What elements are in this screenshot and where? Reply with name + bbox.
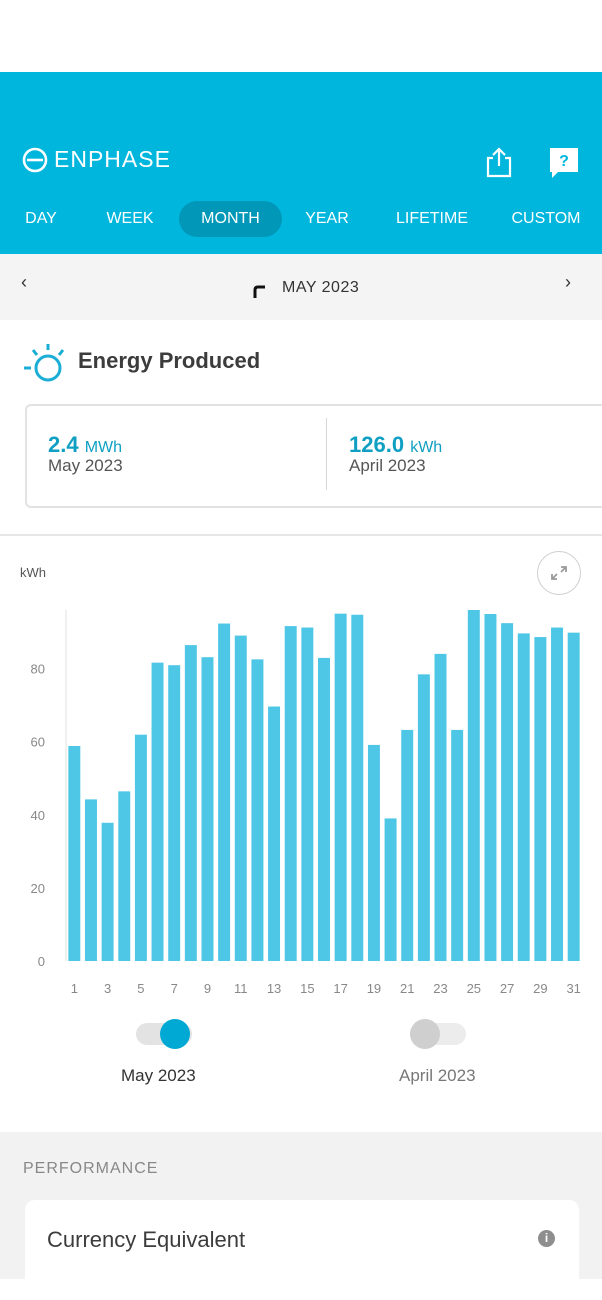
bar-day-21 (401, 729, 414, 961)
x-tick-label: 1 (71, 981, 78, 996)
expand-chart-button[interactable] (537, 551, 581, 595)
bar-day-18 (351, 614, 364, 961)
bar-day-9 (201, 657, 214, 961)
help-icon[interactable]: ? (548, 146, 580, 185)
april-2023-toggle[interactable] (410, 1019, 466, 1049)
header-bar (0, 72, 602, 254)
date-label[interactable]: MAY 2023 (282, 279, 360, 296)
info-icon[interactable]: i (538, 1230, 555, 1247)
next-month-button[interactable]: › (565, 272, 571, 292)
bar-day-30 (551, 627, 564, 961)
x-tick-label: 25 (467, 981, 481, 996)
april-2023-toggle-knob (410, 1019, 440, 1049)
bar-day-31 (567, 632, 580, 961)
performance-title: PERFORMANCE (23, 1160, 159, 1177)
may-2023-toggle[interactable] (136, 1019, 192, 1049)
x-tick-label: 17 (333, 981, 347, 996)
previous-value: 126.0 (349, 432, 405, 457)
y-tick-label: 80 (31, 662, 45, 677)
bar-day-1 (68, 746, 81, 961)
bar-day-10 (218, 623, 231, 961)
section-divider (0, 534, 602, 536)
previous-energy-value: 126.0 kWh (349, 432, 442, 458)
y-tick-label: 60 (31, 735, 45, 750)
x-tick-label: 7 (171, 981, 178, 996)
bar-day-20 (384, 818, 397, 961)
x-tick-label: 31 (566, 981, 580, 996)
enphase-logo: ENPHASE (22, 146, 171, 173)
y-tick-label: 40 (31, 808, 45, 823)
enphase-logo-icon (22, 147, 48, 172)
current-unit: MWh (84, 439, 123, 456)
previous-unit: kWh (410, 439, 443, 456)
bar-day-27 (501, 623, 514, 961)
x-tick-label: 19 (367, 981, 381, 996)
period-tabs: DAY WEEK MONTH YEAR LIFETIME CUSTOM (0, 201, 602, 237)
bar-day-8 (184, 645, 197, 961)
bar-day-4 (118, 791, 131, 961)
x-tick-label: 27 (500, 981, 514, 996)
sun-icon (24, 344, 65, 382)
current-value: 2.4 (48, 432, 79, 457)
date-navigation (0, 254, 602, 320)
y-tick-label: 0 (38, 954, 45, 969)
x-tick-label: 11 (234, 981, 248, 996)
bar-day-5 (134, 734, 147, 961)
share-icon[interactable] (484, 146, 514, 183)
bar-day-2 (84, 799, 97, 961)
tab-custom[interactable]: CUSTOM (511, 210, 581, 227)
bar-day-25 (467, 610, 480, 961)
bar-day-29 (534, 637, 547, 961)
currency-equivalent-title: Currency Equivalent (47, 1227, 246, 1252)
bar-day-22 (417, 674, 430, 961)
x-tick-label: 15 (300, 981, 314, 996)
bar-day-3 (101, 822, 114, 961)
bar-day-14 (284, 626, 297, 961)
may-2023-legend-label: May 2023 (121, 1066, 196, 1085)
bar-day-23 (434, 653, 447, 962)
bar-day-11 (234, 635, 247, 961)
x-tick-label: 23 (433, 981, 447, 996)
help-glyph: ? (559, 153, 569, 170)
tab-month[interactable]: MONTH (179, 201, 282, 237)
y-tick-label: 20 (31, 881, 45, 896)
bar-day-13 (268, 706, 281, 961)
current-energy-value: 2.4 MWh (48, 432, 122, 458)
may-2023-toggle-knob (160, 1019, 190, 1049)
bar-day-19 (367, 744, 380, 961)
logo-text: ENPHASE (54, 146, 171, 172)
bar-day-28 (517, 633, 530, 961)
energy-produced-title: Energy Produced (78, 348, 261, 373)
energy-summary-card (25, 404, 602, 508)
bar-day-24 (451, 729, 464, 961)
april-2023-legend-label: April 2023 (399, 1066, 476, 1085)
tab-year[interactable]: YEAR (305, 210, 349, 227)
x-tick-label: 5 (137, 981, 144, 996)
tab-week[interactable]: WEEK (106, 210, 154, 227)
x-tick-label: 9 (204, 981, 211, 996)
bar-day-7 (168, 665, 181, 961)
x-tick-label: 21 (400, 981, 414, 996)
stat-divider (326, 418, 327, 490)
prev-month-button[interactable]: ‹ (21, 272, 27, 292)
bar-day-16 (318, 657, 330, 961)
current-period: May 2023 (48, 456, 123, 475)
bar-day-6 (151, 662, 164, 961)
previous-period: April 2023 (349, 456, 426, 475)
bar-day-17 (334, 613, 347, 961)
x-tick-label: 29 (533, 981, 547, 996)
bar-day-15 (301, 627, 314, 961)
x-tick-label: 13 (267, 981, 281, 996)
calendar-icon[interactable] (252, 284, 268, 300)
bar-day-26 (484, 614, 497, 961)
tab-day[interactable]: DAY (25, 210, 57, 227)
x-tick-label: 3 (104, 981, 111, 996)
expand-icon (551, 566, 567, 580)
y-axis-unit-label: kWh (20, 565, 46, 580)
tab-lifetime[interactable]: LIFETIME (395, 210, 468, 227)
bar-day-12 (251, 659, 264, 961)
